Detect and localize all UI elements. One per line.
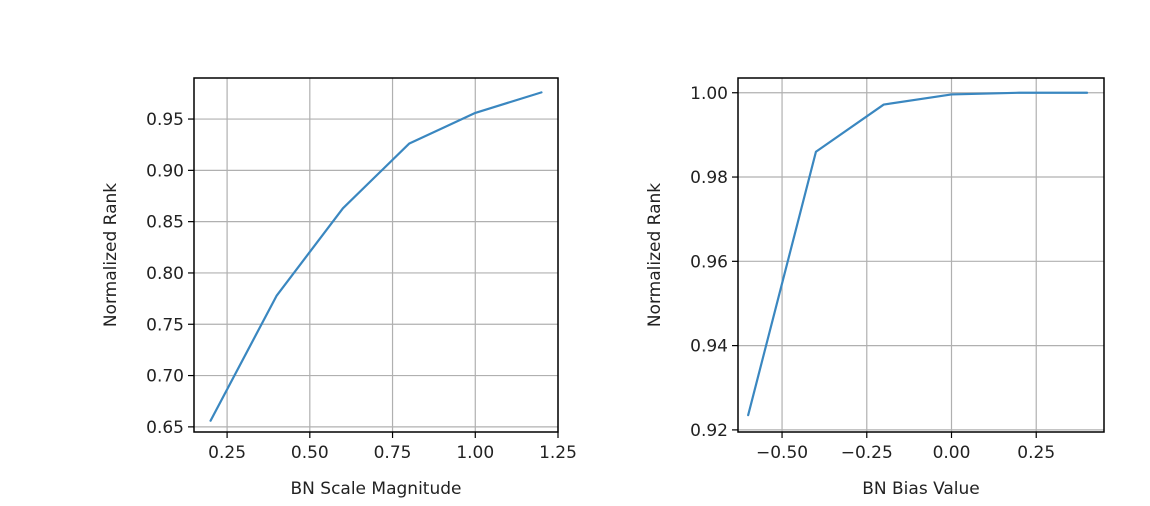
scale-y-tick-label-0: 0.65 <box>146 418 184 438</box>
scale-x-tick-label-4: 1.25 <box>539 443 577 463</box>
bias-y-tick-label-4: 1.00 <box>690 84 728 104</box>
scale-x-axis-title: BN Scale Magnitude <box>291 479 462 499</box>
bias-grid <box>738 78 1104 432</box>
chart-bn-scale: 0.25 0.50 0.75 1.00 1.25 0.65 0.70 0.75 0.80 0.85… <box>101 77 577 499</box>
chart-bn-bias: −0.50 −0.25 0.00 0.25 0.92 0.94 0.96 0.98 1.00 BN… <box>645 77 1105 499</box>
bias-y-tick-label-3: 0.98 <box>690 168 728 188</box>
bias-y-tick-label-2: 0.96 <box>690 252 728 272</box>
scale-x-tick-label-2: 0.75 <box>374 443 412 463</box>
bias-y-tick-label-0: 0.92 <box>690 421 728 441</box>
scale-x-tick-label-1: 0.50 <box>291 443 329 463</box>
scale-data-points <box>210 92 542 421</box>
bias-data-points <box>748 92 1088 416</box>
scale-y-tick-label-2: 0.75 <box>146 315 184 335</box>
scale-y-axis-title: Normalized Rank <box>101 183 121 327</box>
bias-x-tick-label-1: −0.25 <box>841 443 893 463</box>
scale-x-tick-label-0: 0.25 <box>208 443 246 463</box>
scale-series-line <box>209 91 543 422</box>
bias-series-line <box>747 91 1089 417</box>
scale-y-tick-label-6: 0.95 <box>146 110 184 130</box>
bias-x-axis-title: BN Bias Value <box>862 479 980 499</box>
bias-x-tick-label-2: 0.00 <box>933 443 971 463</box>
scale-y-axis: 0.65 0.70 0.75 0.80 0.85 0.90 0.95 <box>146 110 194 438</box>
scale-y-tick-label-1: 0.70 <box>146 367 184 387</box>
scale-x-axis: 0.25 0.50 0.75 1.00 1.25 <box>208 432 577 463</box>
bias-y-axis-title: Normalized Rank <box>645 183 665 327</box>
bias-y-tick-label-1: 0.94 <box>690 337 728 357</box>
scale-x-tick-label-3: 1.00 <box>456 443 494 463</box>
scale-y-tick-label-4: 0.85 <box>146 213 184 233</box>
scale-plot-frame <box>193 77 559 433</box>
bias-x-tick-label-3: 0.25 <box>1017 443 1055 463</box>
bias-plot-frame <box>737 77 1105 433</box>
scale-y-tick-label-3: 0.80 <box>146 264 184 284</box>
bias-x-axis: −0.50 −0.25 0.00 0.25 <box>756 432 1055 463</box>
bias-y-axis: 0.92 0.94 0.96 0.98 1.00 <box>690 84 738 441</box>
scale-grid <box>194 78 559 432</box>
bias-x-tick-label-0: −0.50 <box>756 443 808 463</box>
scale-y-tick-label-5: 0.90 <box>146 161 184 181</box>
